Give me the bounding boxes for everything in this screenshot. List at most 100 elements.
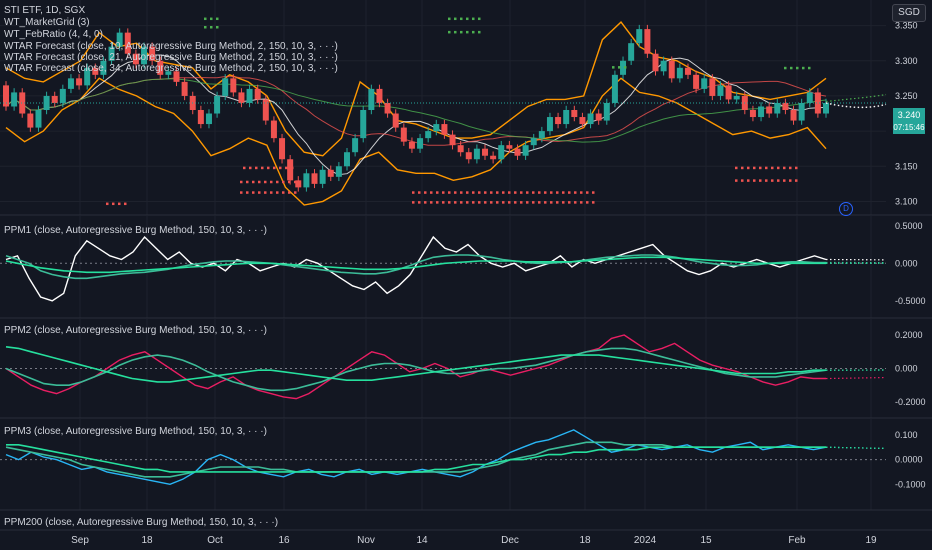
grid-dot — [796, 66, 799, 70]
candle-body — [76, 78, 83, 86]
candle-body — [660, 60, 667, 72]
price-tick-label: 3.250 — [895, 91, 918, 101]
dividend-marker[interactable]: D — [839, 202, 853, 216]
grid-dot — [412, 201, 415, 204]
grid-dot — [502, 191, 505, 194]
candle-body — [433, 124, 440, 132]
grid-dot — [273, 166, 276, 170]
osc-series-line — [5, 256, 826, 274]
grid-dot — [264, 180, 267, 184]
grid-dot — [790, 66, 793, 70]
grid-dot — [478, 17, 481, 21]
grid-dot — [258, 191, 261, 194]
grid-dot — [478, 191, 481, 194]
candle-body — [530, 138, 537, 146]
grid-dot — [118, 202, 121, 206]
candle-body — [644, 29, 651, 54]
candle-body — [546, 117, 553, 132]
grid-dot — [526, 191, 529, 194]
candle-body — [157, 60, 164, 75]
pane-title-2: WT_FebRatio (4, 4, 0) — [4, 29, 103, 40]
grid-dot — [490, 201, 493, 204]
grid-dot — [246, 191, 249, 194]
ppm2-title: PPM2 (close, Autoregressive Burg Method,… — [4, 325, 267, 336]
grid-dot — [735, 166, 738, 170]
grid-dot — [556, 191, 559, 194]
osc-tick-label: 0.000 — [895, 258, 918, 268]
grid-dot — [282, 180, 285, 184]
grid-dot — [592, 201, 595, 204]
grid-dot — [496, 201, 499, 204]
grid-dot — [490, 191, 493, 194]
grid-dot — [592, 191, 595, 194]
grid-dot — [466, 30, 469, 34]
grid-dot — [795, 166, 798, 170]
candle-body — [230, 78, 237, 93]
candle-body — [173, 71, 180, 82]
grid-dot — [442, 201, 445, 204]
grid-dot — [424, 201, 427, 204]
grid-dot — [204, 25, 207, 29]
candle-body — [84, 67, 91, 86]
grid-dot — [442, 191, 445, 194]
candle-body — [100, 60, 107, 75]
grid-dot — [216, 25, 219, 29]
grid-dot — [562, 191, 565, 194]
candle-body — [636, 29, 643, 44]
candle-body — [498, 145, 505, 160]
pane-title-4: WTAR Forecast (close, 21, Autoregressive… — [4, 52, 338, 63]
candle-body — [774, 102, 781, 114]
osc-series-line — [5, 334, 826, 400]
candle-body — [214, 95, 221, 114]
grid-dot — [294, 191, 297, 194]
grid-dot — [288, 191, 291, 194]
grid-dot — [448, 17, 451, 21]
x-tick-label: Feb — [788, 535, 806, 546]
candle-body — [620, 60, 627, 75]
ppm3-title: PPM3 (close, Autoregressive Burg Method,… — [4, 426, 267, 437]
grid-dot — [532, 191, 535, 194]
grid-dot — [276, 180, 279, 184]
currency-button[interactable]: SGD — [892, 4, 926, 22]
grid-dot — [267, 166, 270, 170]
candle-body — [124, 32, 131, 54]
grid-dot — [258, 180, 261, 184]
grid-dot — [448, 191, 451, 194]
candle-body — [254, 88, 261, 100]
osc-tick-label: -0.1000 — [895, 479, 926, 489]
grid-dot — [789, 179, 792, 182]
candle-body — [165, 71, 172, 75]
grid-dot — [580, 191, 583, 194]
candle-body — [514, 148, 521, 156]
candle-body — [335, 166, 342, 177]
grid-dot — [466, 191, 469, 194]
grid-dot — [291, 166, 294, 170]
candle-body — [360, 110, 367, 139]
candle-body — [295, 180, 302, 188]
grid-dot — [765, 179, 768, 182]
candle-body — [693, 74, 700, 89]
grid-dot — [789, 166, 792, 170]
grid-dot — [460, 201, 463, 204]
grid-dot — [777, 166, 780, 170]
candle-body — [758, 106, 765, 118]
candle-body — [684, 67, 691, 75]
grid-dot — [252, 191, 255, 194]
candle-body — [343, 152, 350, 167]
candle-body — [628, 43, 635, 61]
candle-body — [806, 92, 813, 103]
candle-body — [327, 169, 334, 177]
candle-body — [449, 134, 456, 146]
candle-body — [116, 32, 123, 47]
grid-dot — [210, 17, 213, 21]
grid-dot — [568, 201, 571, 204]
grid-dot — [783, 179, 786, 182]
grid-dot — [270, 191, 273, 194]
time-tag: 07:15:46 — [893, 122, 925, 134]
candle-body — [725, 85, 732, 100]
candle-body — [506, 145, 513, 149]
osc-series-line — [5, 254, 826, 280]
grid-dot — [753, 166, 756, 170]
candle-body — [197, 110, 204, 125]
